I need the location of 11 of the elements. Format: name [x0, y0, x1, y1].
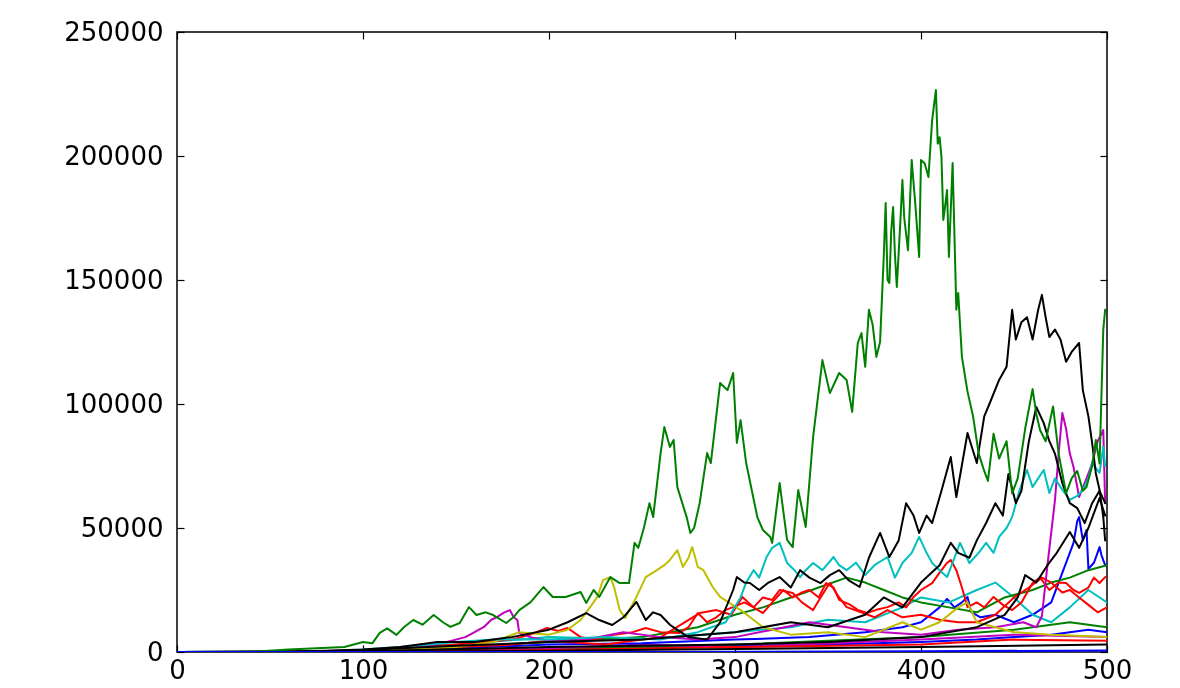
x-tick-label: 500 [1082, 654, 1133, 685]
y-tick-label: 250000 [64, 16, 164, 47]
x-tick-label: 100 [338, 654, 389, 685]
x-tick-label: 0 [169, 654, 186, 685]
y-tick-label: 100000 [64, 388, 164, 419]
x-tick-label: 200 [524, 654, 575, 685]
x-tick-label: 400 [896, 654, 947, 685]
x-tick-label: 300 [710, 654, 761, 685]
y-tick-label: 50000 [80, 512, 164, 543]
y-tick-label: 150000 [64, 264, 164, 295]
y-tick-label: 200000 [64, 140, 164, 171]
